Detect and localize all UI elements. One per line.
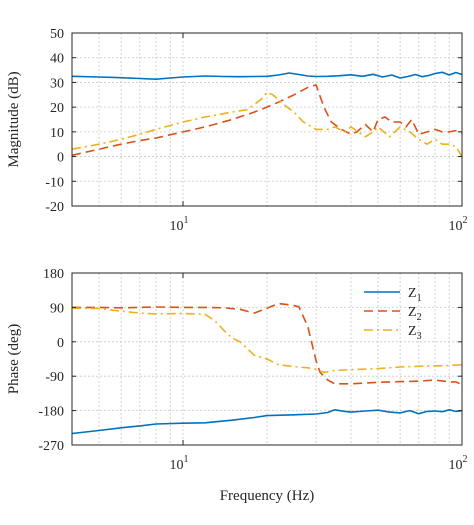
legend-label-z3: Z3: [408, 324, 422, 342]
x-tick-base: 10: [449, 458, 463, 473]
x-tick-label: 102: [449, 454, 468, 473]
grid: [72, 33, 462, 206]
y-tick-label: 40: [50, 52, 64, 67]
legend-name: Z: [408, 305, 417, 320]
y-tick-label: 90: [50, 301, 64, 316]
y-tick-label: 20: [50, 101, 64, 116]
legend-label-z1: Z1: [408, 286, 422, 304]
legend-name: Z: [408, 324, 417, 339]
y-tick-label: 0: [57, 336, 64, 351]
y-tick-label: 0: [57, 151, 64, 166]
legend-subscript: 3: [417, 331, 422, 342]
legend-name: Z: [408, 286, 417, 301]
legend-subscript: 1: [417, 293, 422, 304]
y-tick-label: -20: [45, 200, 64, 215]
y-tick-label: 180: [43, 267, 64, 282]
x-tick-base: 10: [449, 219, 463, 234]
legend-subscript: 2: [417, 312, 422, 323]
y-tick-label: 10: [50, 126, 64, 141]
y-tick-label: 50: [50, 27, 64, 42]
x-tick-base: 10: [170, 219, 184, 234]
y-tick-label: 30: [50, 76, 64, 91]
plot-frame: [71, 272, 463, 446]
y-tick-label: -270: [38, 439, 64, 454]
x-tick-base: 10: [170, 458, 184, 473]
x-tick-exponent: 1: [184, 454, 189, 465]
x-axis-title: Frequency (Hz): [220, 488, 315, 504]
x-tick-label: 102: [449, 215, 468, 234]
x-tick-exponent: 2: [463, 215, 468, 226]
series-line-z2: [71, 84, 463, 157]
series-line-z3: [71, 307, 463, 374]
legend-label-z2: Z2: [408, 305, 422, 323]
x-tick-exponent: 2: [463, 454, 468, 465]
series-line-z2: [72, 302, 463, 386]
y-axis-title: Magnitude (dB): [6, 71, 22, 167]
y-tick-label: -10: [45, 175, 64, 190]
y-tick-label: -180: [38, 405, 64, 420]
x-tick-exponent: 1: [184, 215, 189, 226]
x-tick-label: 101: [170, 215, 189, 234]
series-line-z1: [71, 71, 463, 80]
series-line-z1: [71, 409, 463, 435]
x-tick-label: 101: [170, 454, 189, 473]
y-tick-label: -90: [45, 370, 64, 385]
plot-frame: [71, 32, 463, 207]
series-line-z3: [71, 91, 463, 158]
y-axis-title: Phase (deg): [6, 324, 22, 394]
